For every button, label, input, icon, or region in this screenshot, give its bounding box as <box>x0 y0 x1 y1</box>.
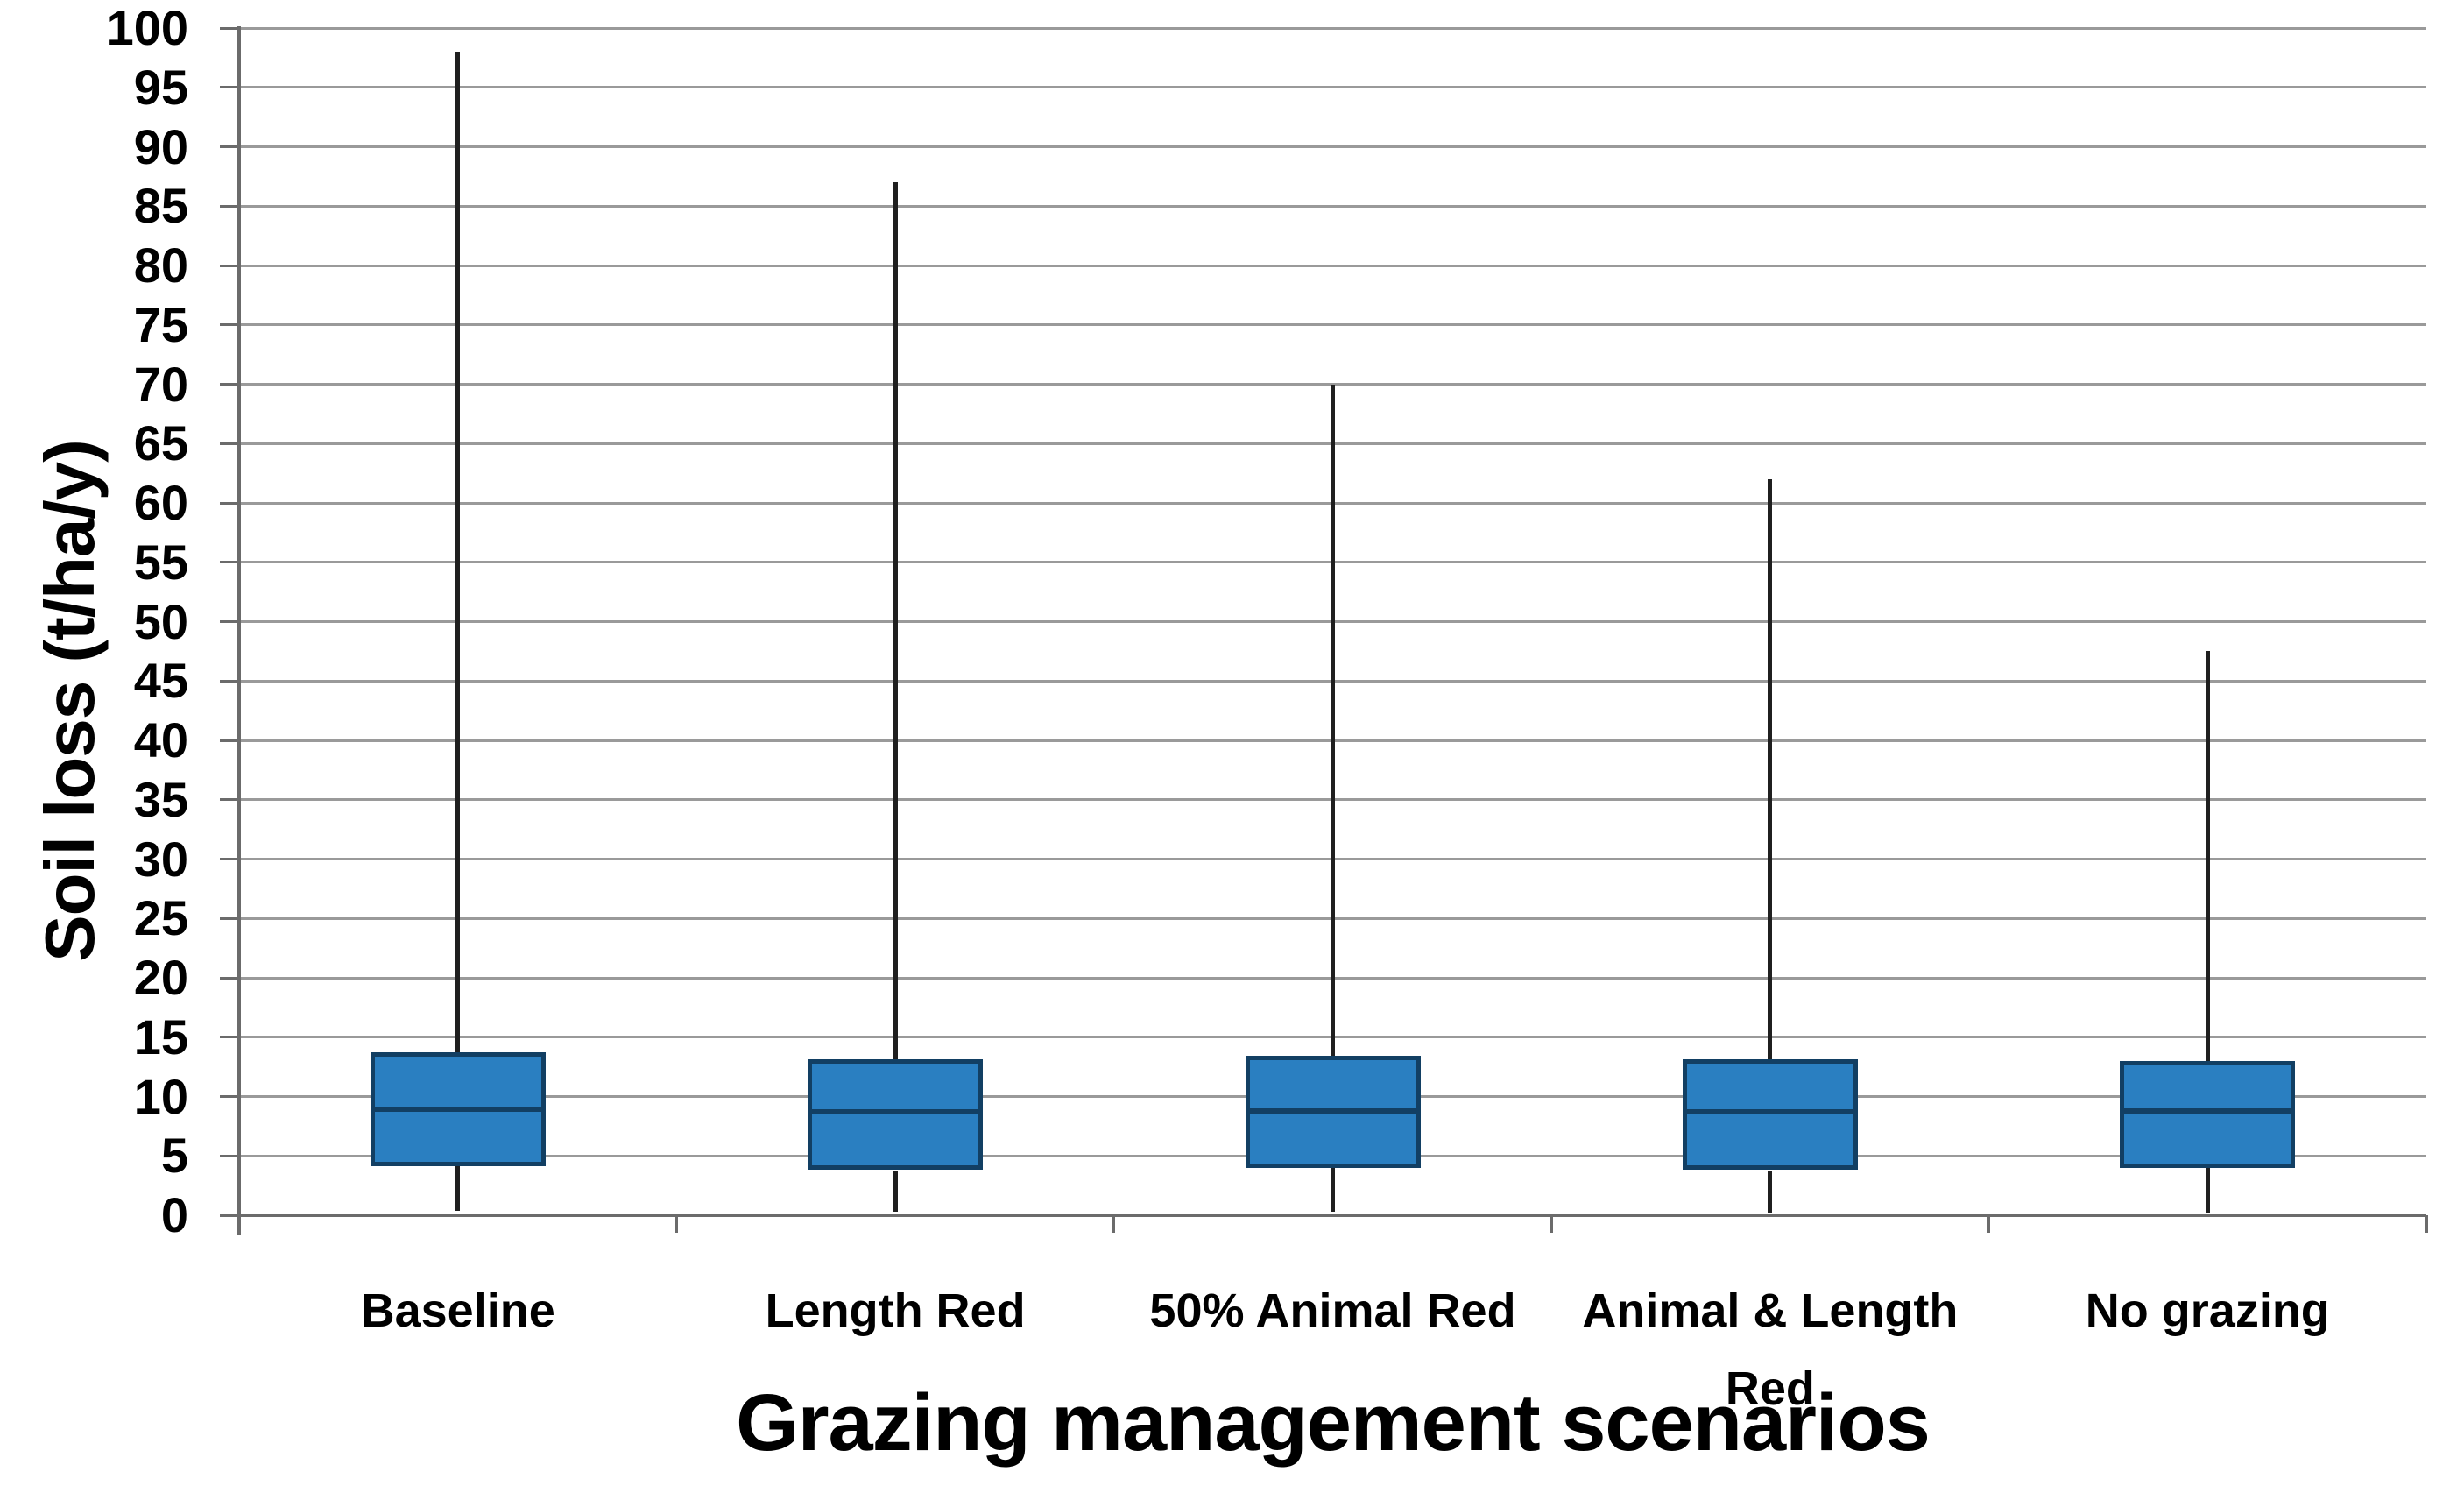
x-category-label-no-grazing: No grazing <box>2085 1284 2330 1337</box>
y-tick-15 <box>220 1036 239 1039</box>
y-tick-80 <box>220 264 239 267</box>
whisker-lower-no-grazing <box>2205 1167 2210 1213</box>
y-tick-label-100: 100 <box>106 0 188 55</box>
y-axis-line <box>237 26 241 1235</box>
y-tick-label-0: 0 <box>160 1187 188 1242</box>
y-tick-60 <box>220 501 239 505</box>
y-tick-50 <box>220 620 239 623</box>
box-animal-length-red <box>1682 1059 1858 1171</box>
whisker-upper-animal-length-red <box>1768 478 1773 1060</box>
gridline-0 <box>239 1213 2426 1217</box>
median-baseline <box>370 1107 546 1113</box>
gridline-75 <box>239 323 2426 327</box>
y-tick-label-35: 35 <box>133 771 188 827</box>
y-tick-0 <box>220 1213 239 1217</box>
y-tick-label-90: 90 <box>133 118 188 174</box>
x-category-label-animal-length-red: Animal & Length Red <box>1582 1284 1959 1416</box>
whisker-lower-50-animal-red <box>1331 1167 1335 1212</box>
y-tick-10 <box>220 1095 239 1098</box>
y-tick-label-40: 40 <box>133 712 188 768</box>
gridline-85 <box>239 204 2426 208</box>
y-tick-label-5: 5 <box>160 1128 188 1184</box>
x-tick-0 <box>237 1215 241 1233</box>
x-tick-4 <box>1987 1215 1991 1233</box>
y-tick-45 <box>220 679 239 683</box>
y-tick-65 <box>220 442 239 445</box>
y-tick-label-50: 50 <box>133 593 188 649</box>
x-axis-title: Grazing management scenarios <box>736 1378 1931 1468</box>
y-tick-70 <box>220 383 239 386</box>
whisker-upper-baseline <box>455 52 461 1053</box>
y-tick-label-95: 95 <box>133 59 188 115</box>
y-tick-30 <box>220 858 239 860</box>
y-tick-label-55: 55 <box>133 534 188 590</box>
median-length-red <box>808 1109 984 1115</box>
x-tick-5 <box>2425 1215 2428 1233</box>
x-tick-1 <box>674 1215 678 1233</box>
y-tick-75 <box>220 323 239 327</box>
y-tick-label-45: 45 <box>133 653 188 709</box>
y-tick-label-75: 75 <box>133 296 188 352</box>
gridline-100 <box>239 26 2426 30</box>
x-category-label-baseline: Baseline <box>360 1284 555 1337</box>
x-category-label-50-animal-red: 50% Animal Red <box>1149 1284 1516 1337</box>
y-tick-95 <box>220 86 239 89</box>
whisker-lower-length-red <box>893 1170 898 1212</box>
y-tick-35 <box>220 798 239 802</box>
x-tick-3 <box>1550 1215 1553 1233</box>
y-tick-5 <box>220 1154 239 1157</box>
y-tick-85 <box>220 204 239 208</box>
whisker-lower-baseline <box>455 1166 461 1211</box>
y-tick-100 <box>220 26 239 30</box>
y-tick-55 <box>220 561 239 564</box>
y-tick-label-60: 60 <box>133 475 188 530</box>
y-tick-label-10: 10 <box>133 1068 188 1124</box>
y-tick-label-85: 85 <box>133 178 188 234</box>
median-animal-length-red <box>1682 1109 1858 1115</box>
y-tick-90 <box>220 145 239 148</box>
y-tick-label-25: 25 <box>133 890 188 946</box>
y-tick-label-70: 70 <box>133 356 188 412</box>
y-tick-label-30: 30 <box>133 831 188 887</box>
x-tick-2 <box>1112 1215 1116 1233</box>
y-tick-20 <box>220 976 239 980</box>
gridline-90 <box>239 145 2426 148</box>
x-category-label-length-red: Length Red <box>765 1284 1026 1337</box>
whisker-upper-50-animal-red <box>1331 384 1335 1057</box>
whisker-upper-length-red <box>893 182 898 1060</box>
box-length-red <box>808 1059 984 1171</box>
box-no-grazing <box>2120 1060 2296 1168</box>
y-tick-label-65: 65 <box>133 415 188 471</box>
median-no-grazing <box>2120 1107 2296 1114</box>
whisker-lower-animal-length-red <box>1768 1170 1773 1213</box>
y-tick-label-15: 15 <box>133 1008 188 1065</box>
whisker-upper-no-grazing <box>2205 651 2210 1061</box>
gridline-80 <box>239 264 2426 267</box>
y-tick-25 <box>220 916 239 920</box>
gridline-95 <box>239 86 2426 89</box>
y-tick-label-80: 80 <box>133 237 188 293</box>
median-50-animal-red <box>1245 1107 1421 1114</box>
y-tick-label-20: 20 <box>133 950 188 1005</box>
plot-area <box>239 26 2426 1217</box>
y-tick-40 <box>220 739 239 742</box>
